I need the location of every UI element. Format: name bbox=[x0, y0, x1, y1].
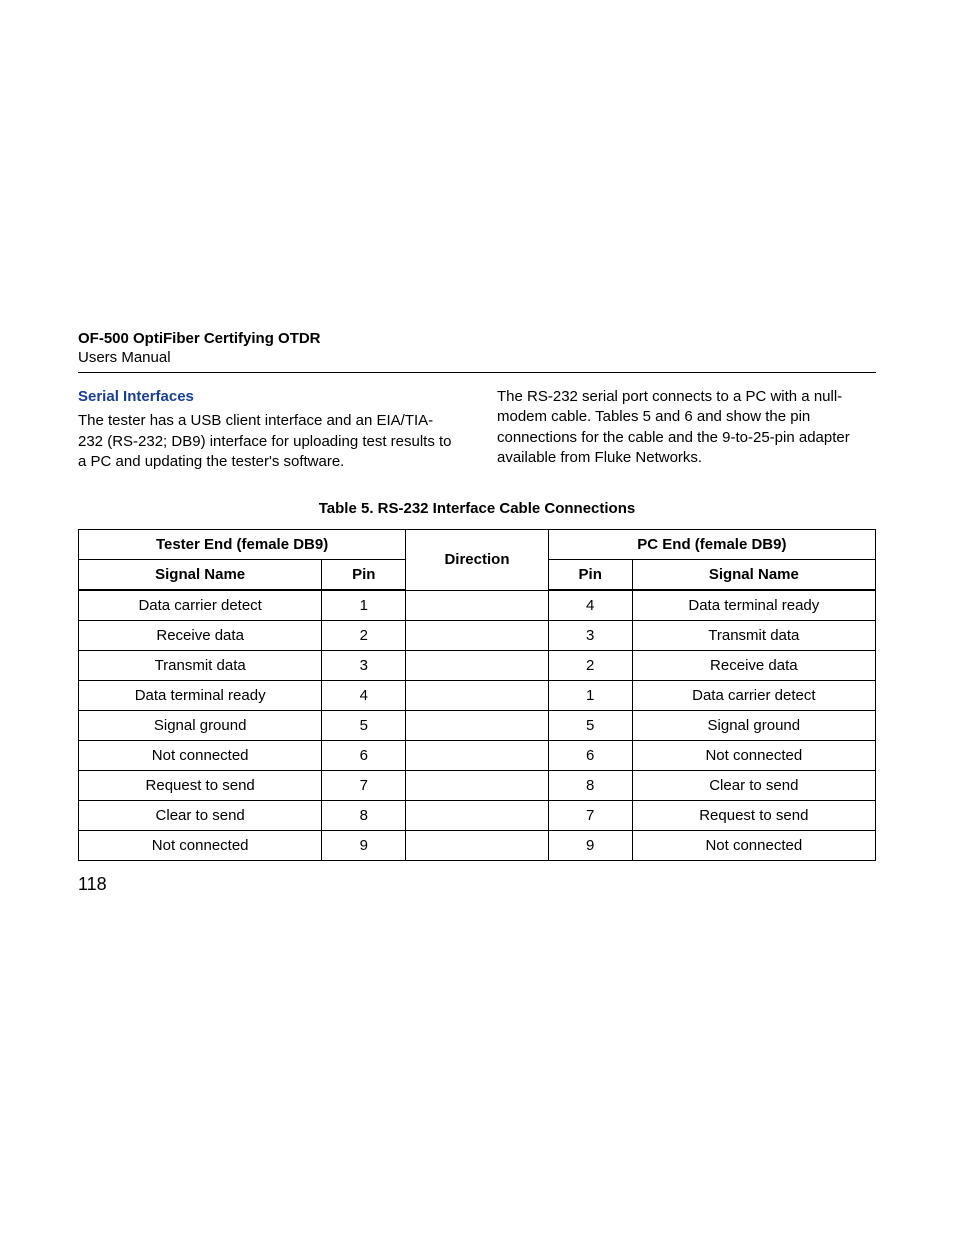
document-header: OF-500 OptiFiber Certifying OTDR Users M… bbox=[78, 330, 876, 366]
cell-tester-signal: Request to send bbox=[79, 771, 322, 801]
cell-pc-signal: Request to send bbox=[632, 801, 875, 831]
two-column-body: Serial Interfaces The tester has a USB c… bbox=[78, 387, 876, 472]
table-row: Not connected 6 6 Not connected bbox=[79, 741, 876, 771]
cell-tester-pin: 8 bbox=[322, 801, 406, 831]
cell-pc-pin: 1 bbox=[548, 681, 632, 711]
cell-direction bbox=[406, 621, 549, 651]
table-row: Data carrier detect 1 4 Data terminal re… bbox=[79, 590, 876, 621]
col-header-pc-pin: Pin bbox=[548, 560, 632, 591]
cell-tester-pin: 6 bbox=[322, 741, 406, 771]
cell-tester-pin: 3 bbox=[322, 651, 406, 681]
table-row: Transmit data 3 2 Receive data bbox=[79, 651, 876, 681]
cell-pc-pin: 7 bbox=[548, 801, 632, 831]
cell-pc-signal: Data terminal ready bbox=[632, 590, 875, 621]
cell-pc-pin: 8 bbox=[548, 771, 632, 801]
table-group-header-row: Tester End (female DB9) Direction PC End… bbox=[79, 530, 876, 560]
right-column: The RS-232 serial port connects to a PC … bbox=[497, 387, 876, 472]
cell-pc-signal: Not connected bbox=[632, 741, 875, 771]
cell-direction bbox=[406, 801, 549, 831]
table-row: Data terminal ready 4 1 Data carrier det… bbox=[79, 681, 876, 711]
col-header-tester-pin: Pin bbox=[322, 560, 406, 591]
left-column: Serial Interfaces The tester has a USB c… bbox=[78, 387, 457, 472]
cell-tester-pin: 9 bbox=[322, 831, 406, 861]
section-heading: Serial Interfaces bbox=[78, 387, 457, 407]
table-row: Clear to send 8 7 Request to send bbox=[79, 801, 876, 831]
cell-pc-pin: 4 bbox=[548, 590, 632, 621]
cell-direction bbox=[406, 771, 549, 801]
cell-tester-signal: Not connected bbox=[79, 741, 322, 771]
document-title: OF-500 OptiFiber Certifying OTDR bbox=[78, 330, 876, 347]
cell-tester-signal: Receive data bbox=[79, 621, 322, 651]
cell-direction bbox=[406, 590, 549, 621]
cell-tester-signal: Not connected bbox=[79, 831, 322, 861]
cell-pc-pin: 3 bbox=[548, 621, 632, 651]
cell-tester-pin: 7 bbox=[322, 771, 406, 801]
cell-pc-pin: 9 bbox=[548, 831, 632, 861]
cell-tester-signal: Signal ground bbox=[79, 711, 322, 741]
cell-tester-pin: 4 bbox=[322, 681, 406, 711]
table-row: Receive data 2 3 Transmit data bbox=[79, 621, 876, 651]
cell-pc-signal: Not connected bbox=[632, 831, 875, 861]
right-paragraph: The RS-232 serial port connects to a PC … bbox=[497, 387, 876, 468]
col-header-pc-signal: Signal Name bbox=[632, 560, 875, 591]
cell-tester-signal: Transmit data bbox=[79, 651, 322, 681]
group-header-direction: Direction bbox=[406, 530, 549, 591]
cell-tester-signal: Data terminal ready bbox=[79, 681, 322, 711]
col-header-tester-signal: Signal Name bbox=[79, 560, 322, 591]
table-row: Not connected 9 9 Not connected bbox=[79, 831, 876, 861]
header-rule bbox=[78, 372, 876, 373]
cell-direction bbox=[406, 681, 549, 711]
page-number: 118 bbox=[78, 874, 107, 895]
cell-pc-pin: 6 bbox=[548, 741, 632, 771]
table-caption: Table 5. RS-232 Interface Cable Connecti… bbox=[78, 500, 876, 517]
cell-tester-signal: Data carrier detect bbox=[79, 590, 322, 621]
document-subtitle: Users Manual bbox=[78, 349, 876, 366]
table-row: Request to send 7 8 Clear to send bbox=[79, 771, 876, 801]
cell-direction bbox=[406, 651, 549, 681]
cell-pc-signal: Clear to send bbox=[632, 771, 875, 801]
table-body: Data carrier detect 1 4 Data terminal re… bbox=[79, 590, 876, 861]
cell-pc-signal: Data carrier detect bbox=[632, 681, 875, 711]
cell-pc-signal: Receive data bbox=[632, 651, 875, 681]
cell-direction bbox=[406, 741, 549, 771]
group-header-tester: Tester End (female DB9) bbox=[79, 530, 406, 560]
cell-pc-pin: 2 bbox=[548, 651, 632, 681]
cell-tester-pin: 2 bbox=[322, 621, 406, 651]
connections-table: Tester End (female DB9) Direction PC End… bbox=[78, 529, 876, 861]
table-row: Signal ground 5 5 Signal ground bbox=[79, 711, 876, 741]
cell-pc-signal: Transmit data bbox=[632, 621, 875, 651]
cell-direction bbox=[406, 831, 549, 861]
group-header-pc: PC End (female DB9) bbox=[548, 530, 875, 560]
cell-pc-pin: 5 bbox=[548, 711, 632, 741]
page: OF-500 OptiFiber Certifying OTDR Users M… bbox=[0, 0, 954, 1235]
cell-direction bbox=[406, 711, 549, 741]
cell-tester-pin: 1 bbox=[322, 590, 406, 621]
cell-tester-signal: Clear to send bbox=[79, 801, 322, 831]
left-paragraph: The tester has a USB client interface an… bbox=[78, 411, 457, 472]
cell-pc-signal: Signal ground bbox=[632, 711, 875, 741]
cell-tester-pin: 5 bbox=[322, 711, 406, 741]
